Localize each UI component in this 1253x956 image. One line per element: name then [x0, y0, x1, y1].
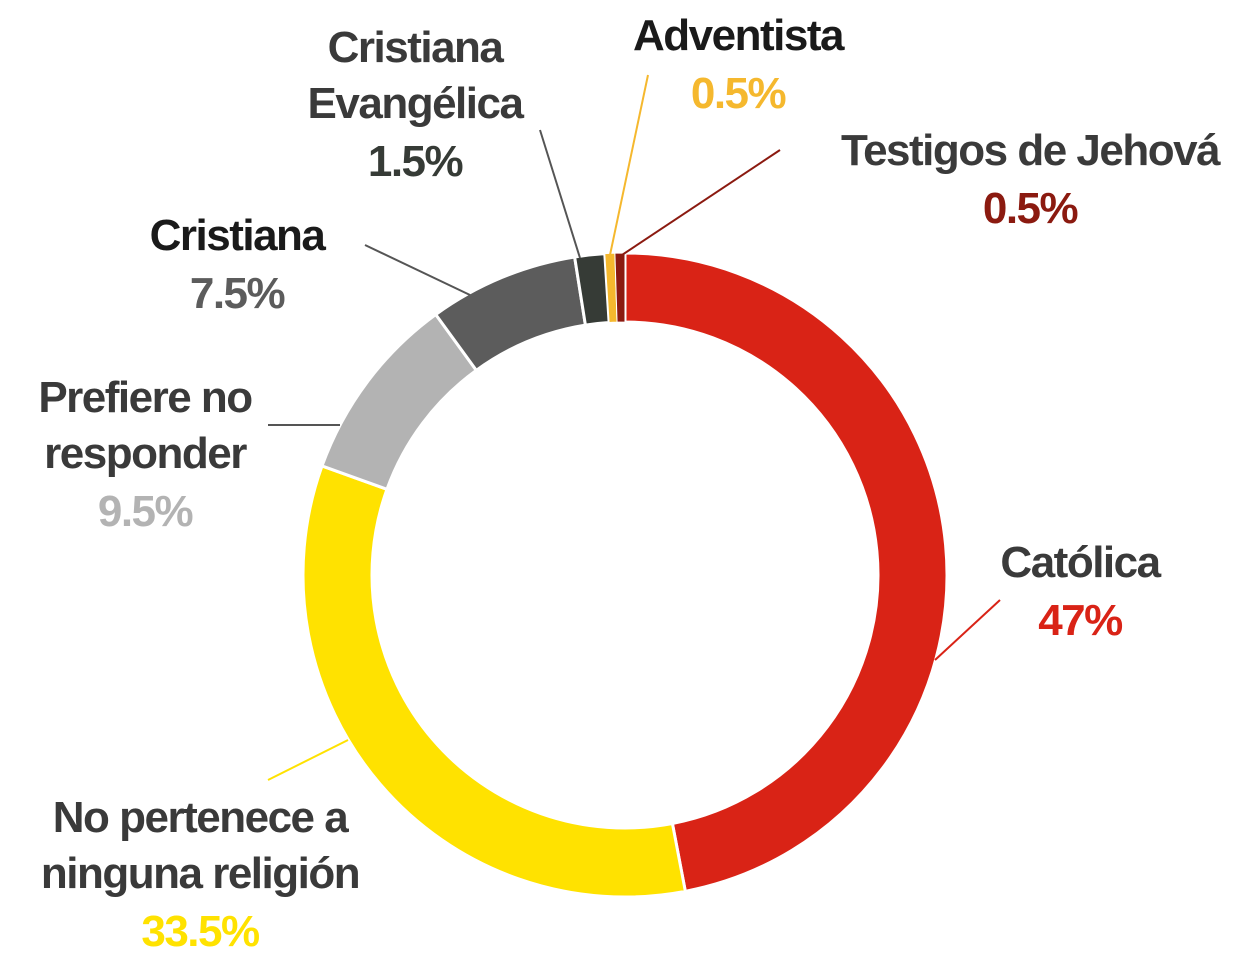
value-label: 0.5%	[982, 184, 1079, 233]
value-label: 0.5%	[690, 69, 787, 118]
value-label: 47%	[1038, 596, 1123, 645]
leader-line	[267, 739, 349, 781]
category-label: Cristiana	[149, 211, 326, 260]
category-label: Cristiana Evangélica	[307, 23, 524, 128]
leader-line	[539, 129, 581, 259]
value-label: 9.5%	[97, 487, 194, 536]
label: Prefiere no responder 9.5%	[10, 370, 280, 542]
leader-line	[934, 599, 1001, 661]
category-label: Testigos de Jehová	[840, 126, 1221, 175]
category-label: Adventista	[633, 11, 844, 60]
value-label: 7.5%	[189, 269, 286, 318]
label: Cristiana Evangélica 1.5%	[280, 20, 550, 192]
slice	[623, 251, 949, 894]
leader-line	[621, 149, 781, 256]
value-label: 33.5%	[141, 907, 260, 956]
category-label: No pertenece a ninguna religión	[40, 793, 361, 898]
category-label: Prefiere no responder	[38, 373, 253, 478]
label: Católica 47%	[1000, 535, 1161, 651]
label: No pertenece a ninguna religión 33.5%	[10, 790, 390, 956]
slice	[301, 464, 688, 899]
slice	[614, 252, 626, 323]
label: Testigos de Jehová 0.5%	[840, 123, 1221, 239]
leader-line	[609, 74, 649, 256]
value-label: 1.5%	[367, 137, 464, 186]
label: Adventista 0.5%	[633, 8, 844, 124]
leader-line	[364, 244, 471, 296]
label: Cristiana 7.5%	[149, 208, 326, 324]
category-label: Católica	[1000, 538, 1161, 587]
